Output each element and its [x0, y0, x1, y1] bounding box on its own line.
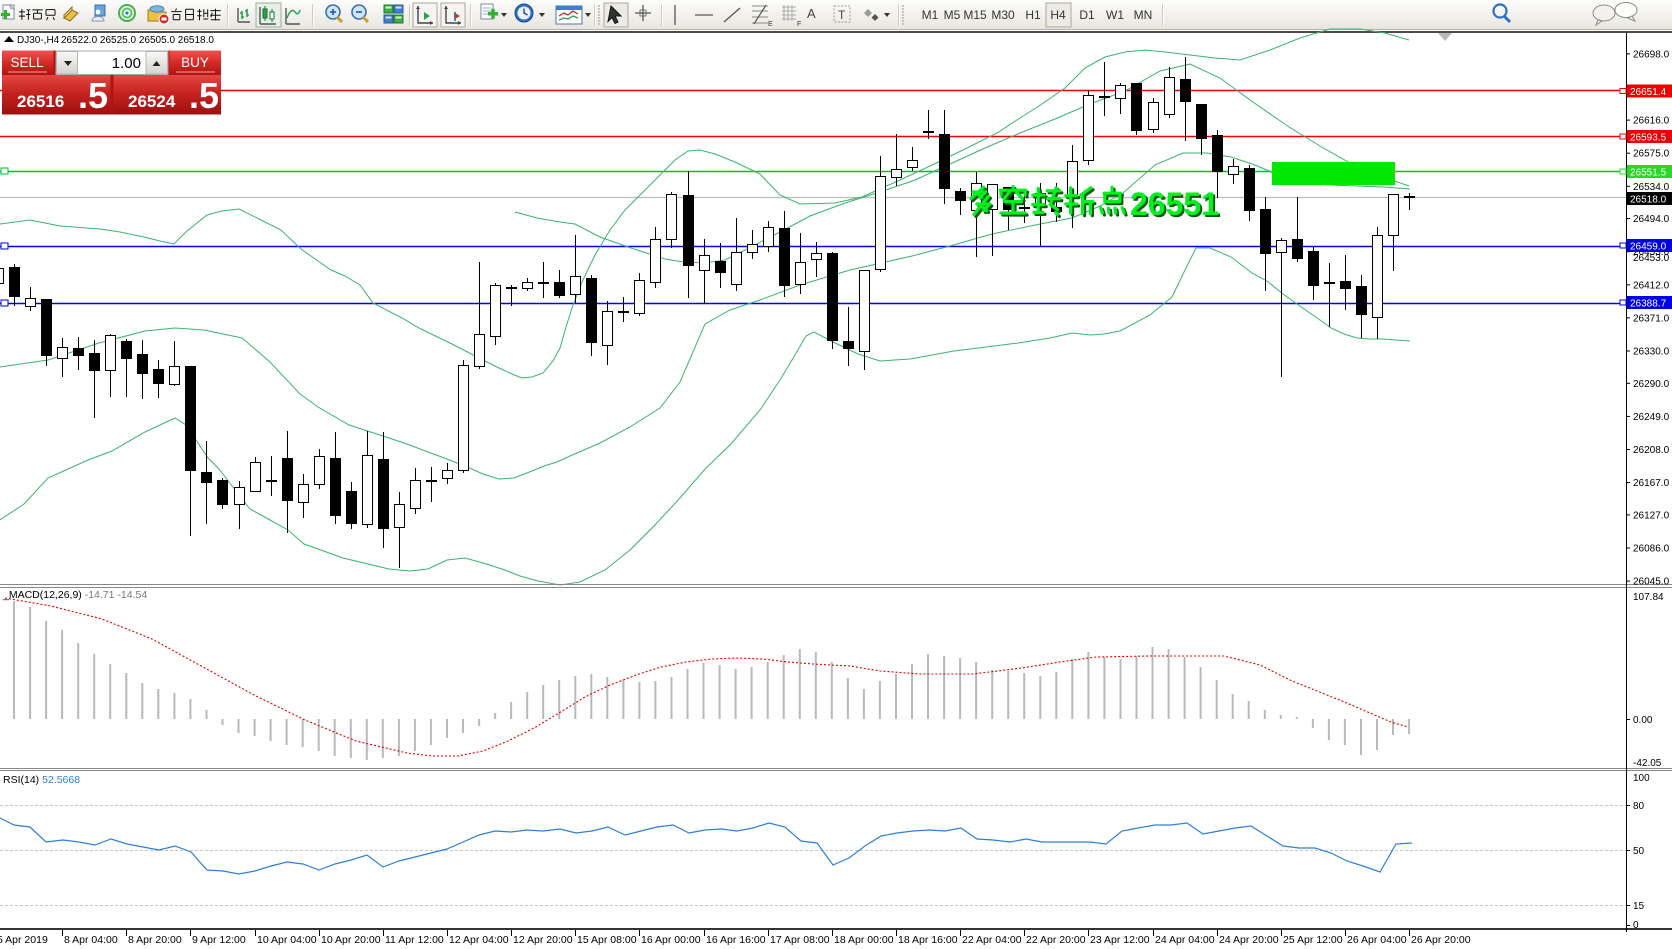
svg-text:22 Apr 04:00: 22 Apr 04:00: [962, 934, 1022, 946]
svg-text:26459.0: 26459.0: [1630, 242, 1667, 253]
svg-text:26086.0: 26086.0: [1633, 544, 1670, 555]
svg-text:26551.5: 26551.5: [1630, 168, 1667, 179]
svg-text:26551: 26551: [1130, 186, 1219, 222]
svg-text:26453.0: 26453.0: [1633, 247, 1670, 258]
svg-text:15 Apr 08:00: 15 Apr 08:00: [577, 934, 637, 946]
svg-text:26330.0: 26330.0: [1633, 347, 1670, 358]
svg-text:26516: 26516: [17, 92, 64, 111]
svg-text:26 Apr 20:00: 26 Apr 20:00: [1411, 934, 1471, 946]
svg-text:DJ30-,H4: DJ30-,H4: [17, 35, 60, 46]
svg-text:26412.0: 26412.0: [1633, 280, 1670, 291]
svg-text:10 Apr 20:00: 10 Apr 20:00: [321, 934, 381, 946]
svg-text:18 Apr 16:00: 18 Apr 16:00: [898, 934, 958, 946]
svg-text:W1: W1: [1106, 8, 1124, 22]
svg-text:F: F: [797, 21, 801, 28]
svg-text:17 Apr 08:00: 17 Apr 08:00: [770, 934, 830, 946]
svg-text:11 Apr 12:00: 11 Apr 12:00: [385, 934, 444, 946]
svg-text:26494.0: 26494.0: [1633, 214, 1670, 225]
svg-text:26534.0: 26534.0: [1633, 182, 1670, 193]
svg-text:23 Apr 12:00: 23 Apr 12:00: [1090, 934, 1150, 946]
svg-text:26453.0: 26453.0: [1633, 253, 1670, 264]
svg-text:50: 50: [1633, 846, 1645, 857]
svg-text:M1: M1: [922, 8, 939, 22]
svg-text:26551: 26551: [1132, 188, 1221, 224]
svg-text:SELL: SELL: [10, 55, 44, 70]
svg-text:26167.0: 26167.0: [1633, 478, 1670, 489]
svg-text:M30: M30: [991, 8, 1015, 22]
svg-text:26616.0: 26616.0: [1633, 116, 1670, 127]
svg-text:.5: .5: [189, 75, 219, 116]
svg-text:26575.0: 26575.0: [1633, 149, 1670, 160]
svg-text:M15: M15: [963, 8, 987, 22]
svg-text:26249.0: 26249.0: [1633, 412, 1670, 423]
svg-text:16 Apr 16:00: 16 Apr 16:00: [706, 934, 766, 946]
svg-text:A: A: [807, 6, 816, 21]
svg-text:25 Apr 12:00: 25 Apr 12:00: [1283, 934, 1343, 946]
svg-text:10 Apr 04:00: 10 Apr 04:00: [257, 934, 317, 946]
svg-text:26 Apr 04:00: 26 Apr 04:00: [1347, 934, 1407, 946]
svg-text:D1: D1: [1079, 8, 1095, 22]
svg-text:0: 0: [1633, 920, 1639, 931]
svg-text:RSI(14) 52.5668: RSI(14) 52.5668: [3, 774, 80, 786]
svg-text:0.00: 0.00: [1633, 715, 1653, 726]
svg-text:100: 100: [1633, 773, 1650, 784]
svg-text:26127.0: 26127.0: [1633, 510, 1670, 521]
svg-text:MN: MN: [1134, 8, 1153, 22]
svg-text:-42.05: -42.05: [1633, 758, 1662, 769]
svg-text:12 Apr 20:00: 12 Apr 20:00: [513, 934, 573, 946]
svg-text:26045.0: 26045.0: [1633, 577, 1670, 588]
svg-text:24 Apr 04:00: 24 Apr 04:00: [1155, 934, 1215, 946]
svg-text:18 Apr 00:00: 18 Apr 00:00: [834, 934, 894, 946]
svg-text:H1: H1: [1025, 8, 1041, 22]
svg-text:15: 15: [1633, 901, 1645, 912]
svg-text:80: 80: [1633, 801, 1645, 812]
svg-text:26388.7: 26388.7: [1630, 299, 1667, 310]
svg-text:22 Apr 20:00: 22 Apr 20:00: [1026, 934, 1086, 946]
svg-text:26593.5: 26593.5: [1630, 133, 1667, 144]
svg-text:26522.0 26525.0 26505.0 26518.: 26522.0 26525.0 26505.0 26518.0: [61, 35, 214, 46]
svg-text:26371.0: 26371.0: [1633, 313, 1670, 324]
svg-text:M5: M5: [944, 8, 961, 22]
svg-text:9 Apr 12:00: 9 Apr 12:00: [192, 934, 246, 946]
svg-text:H4: H4: [1050, 8, 1066, 22]
svg-text:T: T: [838, 8, 846, 22]
svg-text:BUY: BUY: [181, 55, 209, 70]
svg-text:26524: 26524: [128, 92, 176, 111]
svg-text:.5: .5: [78, 75, 108, 116]
svg-text:8 Apr 04:00: 8 Apr 04:00: [64, 934, 118, 946]
svg-text:107.84: 107.84: [1633, 592, 1664, 603]
svg-text:24 Apr 20:00: 24 Apr 20:00: [1219, 934, 1279, 946]
svg-text:E: E: [768, 21, 773, 28]
svg-text:8 Apr 20:00: 8 Apr 20:00: [128, 934, 182, 946]
svg-text:_MACD(12,26,9) -14.71 -14.54: _MACD(12,26,9) -14.71 -14.54: [2, 589, 147, 601]
svg-text:26290.0: 26290.0: [1633, 379, 1670, 390]
svg-text:26698.0: 26698.0: [1633, 49, 1670, 60]
svg-text:26208.0: 26208.0: [1633, 445, 1670, 456]
svg-text:26518.0: 26518.0: [1630, 195, 1667, 206]
svg-text:12 Apr 04:00: 12 Apr 04:00: [449, 934, 509, 946]
svg-text:26651.4: 26651.4: [1630, 87, 1667, 98]
svg-text:16 Apr 00:00: 16 Apr 00:00: [641, 934, 701, 946]
svg-text:1.00: 1.00: [112, 55, 141, 72]
svg-text:5 Apr 2019: 5 Apr 2019: [0, 934, 48, 946]
